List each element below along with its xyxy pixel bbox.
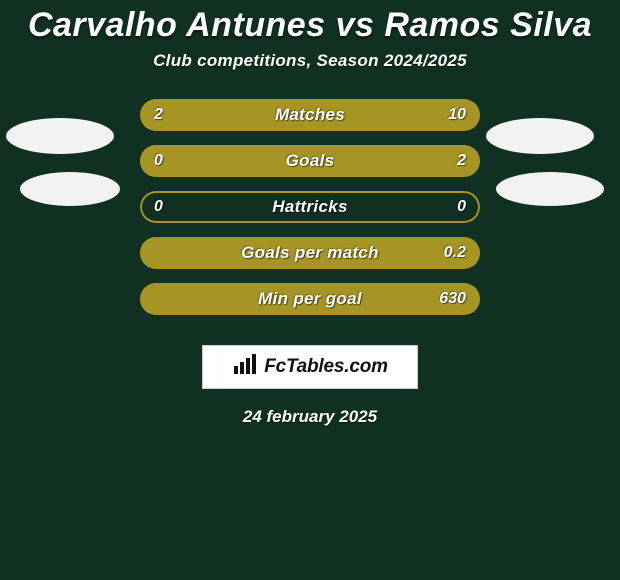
stat-row: 0Hattricks0 [140,191,480,223]
brand-box: FcTables.com [202,345,418,389]
stat-label: Goals [200,151,420,171]
stat-value-right: 2 [420,152,480,170]
stat-label: Matches [200,105,420,125]
stat-value-left: 0 [140,198,200,216]
date-caption: 24 february 2025 [0,407,620,427]
stat-value-left: 2 [140,106,200,124]
stat-label: Min per goal [200,289,420,309]
team-logo-right-1 [486,118,594,154]
stat-row: Goals per match0.2 [140,237,480,269]
stat-label: Goals per match [200,243,420,263]
stat-rows: 2Matches100Goals20Hattricks0Goals per ma… [140,99,480,315]
subtitle: Club competitions, Season 2024/2025 [0,51,620,71]
team-logo-left-2 [20,172,120,206]
stat-row: 0Goals2 [140,145,480,177]
team-logo-left-1 [6,118,114,154]
stat-value-right: 0 [420,198,480,216]
stat-value-right: 0.2 [420,244,480,262]
page-title: Carvalho Antunes vs Ramos Silva [0,6,620,45]
stat-label: Hattricks [200,197,420,217]
stat-row: Min per goal630 [140,283,480,315]
brand-text: FcTables.com [264,356,388,378]
stat-value-left: 0 [140,152,200,170]
stat-value-right: 630 [420,290,480,308]
stat-row: 2Matches10 [140,99,480,131]
stat-value-right: 10 [420,106,480,124]
team-logo-right-2 [496,172,604,206]
comparison-infographic: Carvalho Antunes vs Ramos Silva Club com… [0,0,620,580]
brand-bar-chart-icon [232,354,258,381]
